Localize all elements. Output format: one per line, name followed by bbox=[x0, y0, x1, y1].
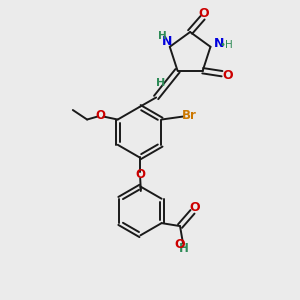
Text: N: N bbox=[162, 35, 172, 48]
Text: H: H bbox=[158, 31, 167, 41]
Text: O: O bbox=[135, 168, 145, 181]
Text: •H: •H bbox=[220, 40, 234, 50]
Text: N: N bbox=[214, 37, 224, 50]
Text: Br: Br bbox=[182, 110, 197, 122]
Text: O: O bbox=[95, 109, 106, 122]
Text: O: O bbox=[222, 69, 233, 82]
Text: H: H bbox=[179, 242, 189, 255]
Text: O: O bbox=[189, 202, 200, 214]
Text: O: O bbox=[199, 8, 209, 20]
Text: H: H bbox=[156, 78, 165, 88]
Text: O: O bbox=[175, 238, 185, 251]
